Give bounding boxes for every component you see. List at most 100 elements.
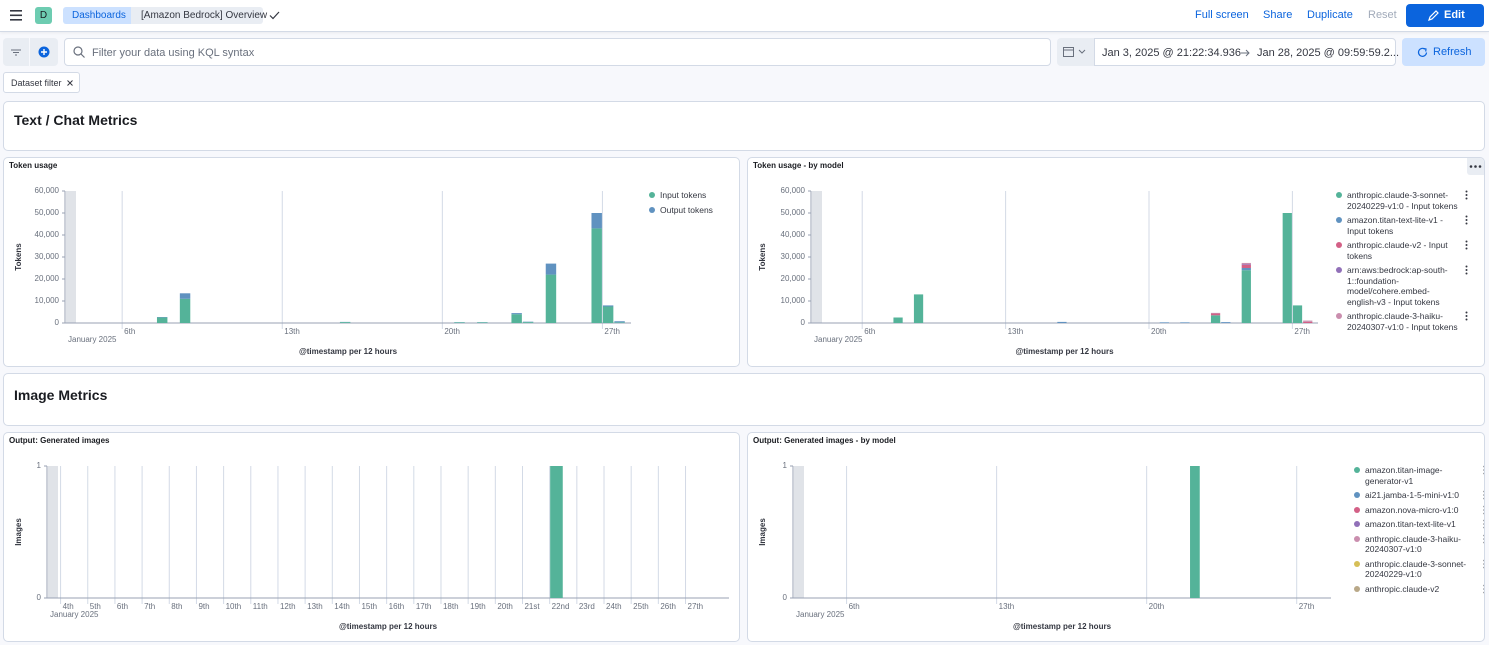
legend-item[interactable]: arn:aws:bedrock:ap-south-1::foundation-m…: [1336, 265, 1476, 307]
x-tick-label: 20th: [1151, 327, 1167, 336]
breadcrumb[interactable]: Dashboards: [63, 7, 135, 24]
x-axis-caption: January 2025: [68, 335, 117, 344]
legend-swatch: [1336, 267, 1342, 273]
dot-icon: [1483, 559, 1484, 561]
partial-bucket: [66, 191, 76, 323]
legend-item[interactable]: ai21.jamba-1-5-mini-v1:0: [1354, 490, 1485, 501]
legend-swatch: [1336, 313, 1342, 319]
bar-segment: [454, 322, 465, 323]
y-axis-title: Tokens: [14, 243, 23, 271]
legend-item[interactable]: amazon.titan-text-lite-v1: [1354, 519, 1485, 530]
filter-pill[interactable]: Dataset filter: [3, 72, 80, 93]
bar-segment: [1241, 264, 1251, 268]
date-quick-menu[interactable]: [1057, 38, 1094, 66]
plus-icon: [38, 46, 50, 58]
chart-panel: Token usage 6th 13th 20th 27th 0 10,000 20,000…: [3, 157, 740, 367]
x-tick-label: 9th: [198, 602, 209, 611]
legend-actions[interactable]: [1465, 240, 1468, 250]
dot-icon: [1483, 562, 1484, 565]
x-tick-label: 13th: [307, 602, 323, 611]
legend-actions[interactable]: [1483, 505, 1485, 515]
legend-actions[interactable]: [1465, 190, 1468, 200]
y-tick-label: 50,000: [781, 208, 806, 217]
legend-label: amazon.titan-image-generator-v1: [1365, 465, 1443, 486]
legend-actions[interactable]: [1483, 465, 1485, 475]
bar-segment: [545, 263, 557, 275]
share-link[interactable]: Share: [1263, 9, 1293, 21]
legend-actions[interactable]: [1483, 559, 1485, 569]
legend-actions[interactable]: [1483, 490, 1485, 500]
legend-actions[interactable]: [1465, 311, 1468, 321]
bar-segment: [550, 466, 563, 598]
bar-segment: [893, 317, 903, 323]
filter-menu-button[interactable]: [3, 38, 29, 66]
bar-segment: [1057, 321, 1067, 323]
y-tick-label: 10,000: [781, 296, 806, 305]
legend-item[interactable]: amazon.nova-micro-v1:0: [1354, 504, 1485, 516]
bar-segment: [1303, 321, 1313, 323]
legend-label: amazon.nova-micro-v1:0: [1365, 504, 1459, 515]
legend-item[interactable]: amazon.titan-image-generator-v1: [1354, 465, 1485, 486]
panel-options-button[interactable]: [1467, 158, 1484, 175]
x-axis-caption: January 2025: [796, 610, 845, 619]
x-tick-label: 6th: [849, 602, 860, 611]
x-tick-label: 15th: [361, 602, 377, 611]
query-placeholder: Filter your data using KQL syntax: [92, 47, 255, 59]
dot-icon: [1483, 566, 1484, 568]
query-input[interactable]: Filter your data using KQL syntax: [64, 38, 1051, 66]
partial-bucket: [812, 191, 822, 323]
x-tick-label: 27th: [688, 602, 704, 611]
legend-label: anthropic.claude-v2: [1365, 583, 1440, 594]
bar-segment: [1241, 264, 1251, 265]
x-tick-label: 21st: [524, 602, 540, 611]
remove-filter-icon[interactable]: [67, 80, 73, 86]
legend-item[interactable]: Input tokens: [649, 190, 739, 201]
space-avatar[interactable]: D: [35, 7, 52, 24]
full-screen-link[interactable]: Full screen: [1195, 9, 1249, 21]
y-tick-label: 0: [55, 318, 60, 327]
end-date[interactable]: Jan 28, 2025 @ 09:59:59.2...: [1257, 47, 1400, 59]
legend-item[interactable]: anthropic.claude-3-sonnet-20240229-v1:0 …: [1336, 190, 1476, 211]
reset-link[interactable]: Reset: [1368, 9, 1397, 21]
legend-item[interactable]: Output tokens: [649, 205, 739, 216]
filter-icon: [11, 49, 21, 56]
legend-item[interactable]: anthropic.claude-v2: [1354, 583, 1485, 595]
legend-actions[interactable]: [1465, 215, 1468, 225]
legend-swatch: [1354, 560, 1360, 567]
dot-icon: [1465, 311, 1468, 314]
legend-item[interactable]: anthropic.claude-3-sonnet-20240229-v1:0: [1354, 559, 1485, 580]
x-axis-title: @timestamp per 12 hours: [299, 347, 398, 356]
x-tick-label: 20th: [444, 327, 460, 336]
legend-item[interactable]: anthropic.claude-v2 - Input tokens: [1336, 240, 1476, 261]
y-tick-label: 30,000: [35, 252, 60, 261]
dot-icon: [1465, 318, 1468, 321]
add-filter-button[interactable]: [30, 38, 58, 66]
legend-actions[interactable]: [1483, 584, 1485, 594]
duplicate-link[interactable]: Duplicate: [1307, 9, 1353, 21]
x-tick-label: 20th: [1149, 602, 1165, 611]
pencil-icon: [1428, 10, 1439, 21]
menu-icon[interactable]: [10, 10, 22, 21]
edit-button[interactable]: Edit: [1406, 4, 1484, 27]
breadcrumb: [Amazon Bedrock] Overview: [131, 7, 267, 24]
legend-item[interactable]: anthropic.claude-3-haiku-20240307-v1:0 -…: [1336, 311, 1476, 332]
bar-segment: [1180, 322, 1190, 323]
x-tick-label: 6th: [864, 327, 875, 336]
legend-item[interactable]: amazon.titan-text-lite-v1 - Input tokens: [1336, 215, 1476, 236]
refresh-button[interactable]: Refresh: [1402, 38, 1485, 66]
legend-item[interactable]: anthropic.claude-3-haiku-20240307-v1:0: [1354, 533, 1485, 555]
legend-actions[interactable]: [1483, 534, 1485, 544]
bar-segment: [591, 228, 602, 323]
dot-icon: [1483, 508, 1484, 511]
legend-actions[interactable]: [1483, 519, 1485, 529]
legend-label: anthropic.claude-3-haiku-20240307-v1:0: [1365, 533, 1461, 555]
bar-segment: [1210, 315, 1221, 323]
dot-icon: [1465, 219, 1468, 221]
bar-segment: [1210, 313, 1221, 316]
x-tick-label: 17th: [416, 602, 432, 611]
check-icon: [269, 11, 280, 20]
bar-segment: [179, 293, 191, 299]
legend-actions[interactable]: [1465, 265, 1468, 275]
start-date[interactable]: Jan 3, 2025 @ 21:22:34.936: [1102, 47, 1241, 59]
x-tick-label: 19th: [470, 602, 486, 611]
